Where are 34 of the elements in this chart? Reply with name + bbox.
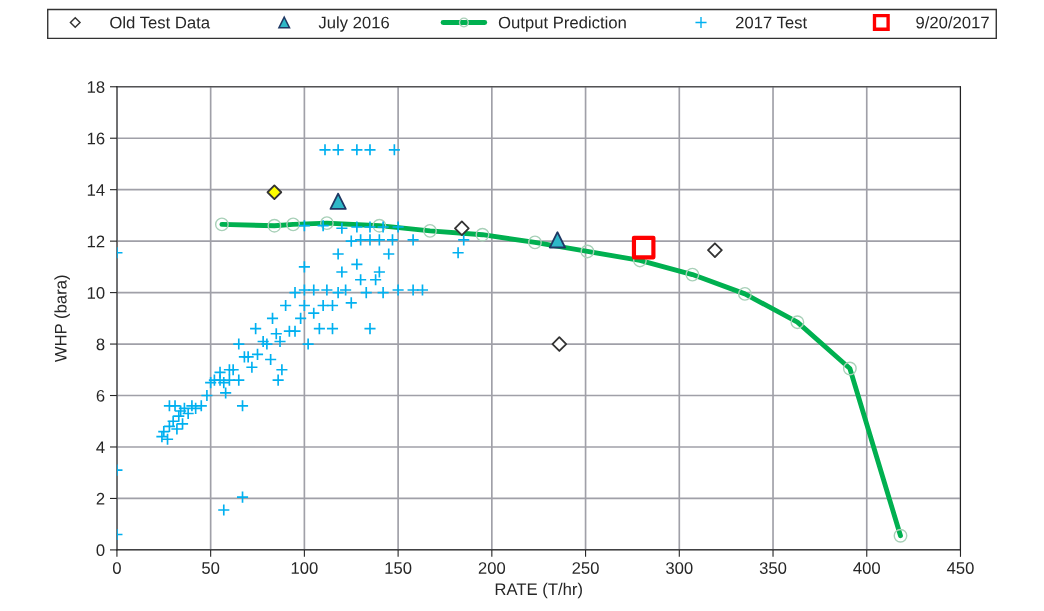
legend-label: Output Prediction <box>498 16 626 32</box>
x-tick-label: 0 <box>112 562 121 574</box>
y-tick-label: 6 <box>96 389 105 402</box>
legend-label: 9/20/2017 <box>916 16 989 29</box>
x-tick-label: 150 <box>385 562 412 574</box>
legend-label: July 2016 <box>318 16 389 32</box>
y-tick-label: 4 <box>96 441 105 454</box>
y-tick-label: 10 <box>87 287 105 299</box>
point <box>454 220 470 237</box>
point <box>266 184 283 201</box>
x-tick-label: 400 <box>853 562 881 574</box>
y-tick-label: 18 <box>87 81 105 93</box>
point <box>329 192 347 210</box>
point <box>548 231 566 249</box>
point <box>631 235 656 260</box>
x-tick-label: 50 <box>202 562 220 574</box>
y-axis-title: WHP (bara) <box>54 275 70 363</box>
y-tick-label: 14 <box>87 184 105 196</box>
x-tick-label: 250 <box>572 562 599 574</box>
y-tick-label: 2 <box>96 492 105 505</box>
y-tick-label: 0 <box>96 544 105 557</box>
x-tick-label: 450 <box>946 562 974 574</box>
y-tick-label: 8 <box>96 338 105 351</box>
y-tick-label: 12 <box>87 235 105 248</box>
x-axis-title: RATE (T/hr) <box>495 582 582 599</box>
legend-label: 2017 Test <box>736 16 808 29</box>
point <box>551 336 568 352</box>
y-tick-label: 16 <box>87 132 105 145</box>
point <box>707 242 723 258</box>
legend-label: Old Test Data <box>110 16 211 29</box>
x-tick-label: 100 <box>291 562 318 574</box>
x-tick-label: 300 <box>666 562 693 574</box>
x-tick-label: 200 <box>478 562 506 574</box>
x-tick-label: 350 <box>759 562 787 574</box>
